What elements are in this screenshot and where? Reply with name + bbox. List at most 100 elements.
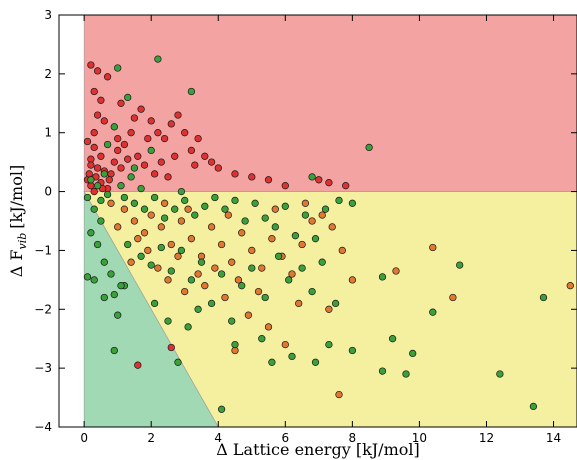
data-point [105, 176, 113, 184]
data-point [154, 129, 162, 137]
data-point [311, 358, 320, 366]
data-point [228, 258, 236, 266]
data-point [110, 346, 118, 355]
x-tick-label: 14 [546, 431, 561, 445]
data-point [402, 370, 410, 378]
y-tick-label: −2 [34, 302, 52, 316]
data-point [231, 196, 239, 205]
data-point [140, 229, 149, 237]
data-point [409, 349, 417, 358]
data-point [217, 405, 226, 413]
data-point [90, 129, 98, 137]
data-point [194, 270, 202, 278]
data-point [264, 323, 273, 331]
data-point [201, 282, 209, 290]
data-point [315, 176, 323, 184]
data-point [100, 293, 108, 302]
data-point [335, 196, 343, 205]
data-point [83, 137, 92, 146]
data-point [134, 361, 142, 369]
data-point [184, 205, 192, 213]
data-point [90, 205, 98, 213]
data-point [241, 217, 249, 225]
data-point [191, 211, 199, 219]
data-point [150, 170, 159, 178]
data-point [90, 143, 98, 152]
data-point [97, 217, 105, 225]
data-point [187, 146, 196, 155]
data-point [117, 182, 125, 190]
data-point [177, 217, 186, 225]
data-point [171, 205, 179, 213]
data-point [167, 240, 175, 249]
data-point [114, 223, 122, 231]
data-point [87, 229, 95, 237]
y-axis-label-sub: vib [16, 233, 29, 250]
data-point [288, 352, 296, 361]
data-point [114, 64, 122, 72]
data-point [456, 261, 464, 269]
data-point [181, 196, 189, 205]
data-point [144, 246, 152, 255]
data-point [107, 270, 115, 278]
data-point [171, 152, 179, 160]
data-point [90, 276, 98, 284]
data-point [127, 173, 135, 181]
data-point [331, 299, 340, 308]
data-point [164, 276, 172, 284]
data-point [124, 155, 132, 163]
data-point [97, 152, 105, 160]
data-point [318, 258, 326, 266]
data-point [181, 287, 189, 296]
plot-frame [58, 14, 577, 428]
data-point [335, 390, 343, 399]
data-point [201, 202, 209, 210]
data-point [378, 273, 387, 281]
data-point [147, 117, 155, 125]
data-point [238, 282, 246, 290]
y-axis-label-main: Δ F [7, 249, 26, 277]
data-point [285, 276, 293, 284]
data-point [103, 140, 112, 149]
data-point [87, 161, 95, 169]
data-point [157, 158, 165, 166]
data-point [318, 211, 326, 219]
data-point [449, 293, 457, 302]
data-point [244, 311, 253, 319]
data-point [177, 246, 186, 255]
data-point [308, 287, 316, 296]
data-point [301, 211, 310, 219]
y-axis-label-unit: [kJ/mol] [7, 165, 26, 229]
data-point [97, 96, 105, 104]
data-point [127, 258, 135, 266]
data-point [147, 211, 155, 219]
x-axis-label: Δ Lattice energy [kJ/mol] [216, 440, 419, 459]
y-tick-label: 2 [44, 67, 52, 81]
data-point [117, 282, 125, 290]
x-tick-label: 8 [349, 431, 357, 445]
data-point [207, 299, 216, 308]
data-point [214, 164, 222, 172]
data-point [248, 264, 256, 272]
data-point [348, 276, 357, 284]
data-point [187, 87, 196, 96]
data-point [177, 187, 186, 196]
data-point [258, 264, 266, 272]
x-tick-label: 2 [147, 431, 155, 445]
data-point [97, 196, 105, 205]
region-red [83, 14, 577, 192]
data-point [348, 346, 357, 355]
data-point [429, 308, 437, 316]
data-point [110, 123, 118, 131]
data-point [211, 264, 219, 272]
data-point [281, 182, 289, 190]
data-point [167, 267, 175, 275]
data-point [157, 243, 165, 252]
data-point [254, 287, 263, 296]
data-point [308, 173, 316, 181]
data-point [134, 152, 142, 160]
data-point [388, 335, 397, 343]
data-point [321, 205, 330, 213]
data-point [174, 252, 182, 260]
data-point [83, 273, 92, 281]
